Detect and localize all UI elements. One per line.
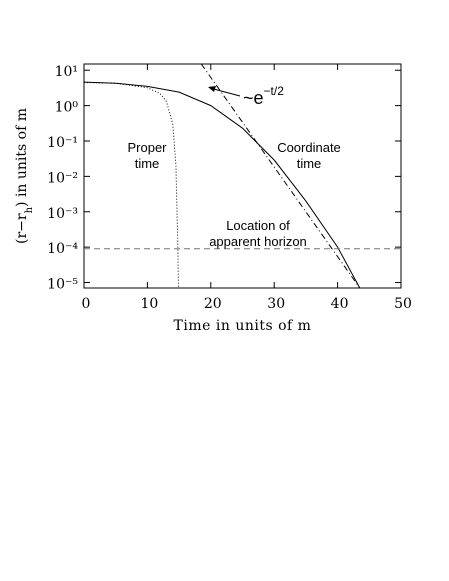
y-label-part: ) in units of m [14, 108, 30, 207]
arrow-line [209, 87, 241, 97]
y-tick-label: 10⁻³ [47, 206, 78, 222]
x-tick-label: 20 [204, 296, 222, 312]
arrow-head [208, 86, 216, 92]
annotation: time [297, 156, 322, 171]
series-line [83, 81, 361, 289]
x-tick-label: 50 [394, 296, 412, 312]
y-label-part: (r−r [14, 213, 30, 244]
y-tick-label: 10¹ [55, 64, 78, 80]
x-tick-label: 30 [267, 296, 285, 312]
y-tick-label: 10⁰ [55, 100, 79, 116]
asymptote-label: ~e−t/2 [243, 84, 284, 108]
y-tick-label: 10⁻² [47, 170, 78, 186]
y-axis-label: (r−rh) in units of m [14, 108, 35, 244]
asymptote-base: ~e [243, 88, 264, 108]
series-line [83, 82, 179, 289]
y-tick-label: 10⁻⁴ [47, 241, 78, 257]
annotation: apparent horizon [209, 234, 307, 249]
y-label-subscript: h [24, 206, 35, 213]
y-tick-label: 10⁻⁵ [47, 277, 78, 293]
x-axis-label: Time in units of m [174, 318, 312, 334]
annotation: Proper [127, 140, 167, 155]
annotation: Location of [226, 218, 290, 233]
annotation: Coordinate [277, 140, 341, 155]
x-tick-label: 0 [82, 296, 91, 312]
x-tick-label: 40 [331, 296, 349, 312]
x-tick-label: 10 [140, 296, 158, 312]
y-tick-label: 10⁻¹ [47, 135, 78, 151]
annotation: time [135, 156, 160, 171]
asymptote-exponent: −t/2 [264, 84, 285, 98]
